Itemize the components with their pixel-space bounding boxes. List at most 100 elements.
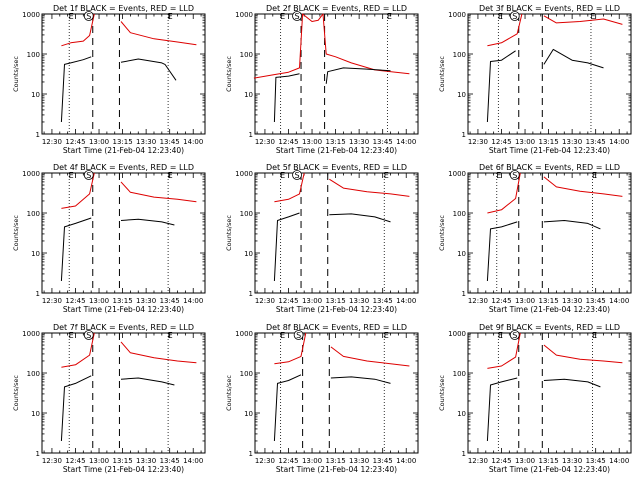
x-tick-label: 13:15 xyxy=(325,297,345,305)
plot-frame xyxy=(41,332,206,454)
x-tick-label: 13:15 xyxy=(538,297,558,305)
x-tick-label: 12:30 xyxy=(468,297,488,305)
chart-panel-8: 1 10 100 1000 12:30 12:45 13:00 13:15 13:30 13:45… xyxy=(225,323,419,474)
marker-label: E xyxy=(69,12,74,21)
x-tick-label: 13:00 xyxy=(302,457,322,465)
plot-frame xyxy=(254,332,419,454)
x-tick-label: 13:45 xyxy=(160,297,180,305)
x-tick-label: 13:15 xyxy=(112,457,132,465)
y-tick-label: 10 xyxy=(31,91,40,99)
y-tick-label: 1 xyxy=(249,290,253,298)
lld-series-line xyxy=(61,172,197,209)
plot-frame xyxy=(41,172,206,294)
marker-label: E xyxy=(590,12,595,21)
x-axis-label: Start Time (21-Feb-04 12:23:40) xyxy=(276,146,397,155)
marker-label: E xyxy=(280,171,285,180)
x-tick-label: 12:45 xyxy=(278,457,298,465)
marker-label: S xyxy=(295,171,300,180)
y-tick-label: 1 xyxy=(36,131,40,139)
x-tick-label: 13:30 xyxy=(349,457,369,465)
marker-label: E xyxy=(280,331,285,340)
chart-panel-3: 1 10 100 1000 12:30 12:45 13:00 13:15 13:30 13:45… xyxy=(438,4,632,155)
x-axis-label: Start Time (21-Feb-04 12:23:40) xyxy=(63,146,184,155)
x-tick-label: 14:00 xyxy=(183,297,203,305)
x-tick-label: 13:00 xyxy=(302,138,322,146)
y-tick-label: 1 xyxy=(462,450,466,458)
chart-panel-6: 1 10 100 1000 12:30 12:45 13:00 13:15 13:30 13:45… xyxy=(438,163,632,314)
lld-series-line xyxy=(61,332,197,368)
x-tick-label: 13:45 xyxy=(373,138,393,146)
plot-frame xyxy=(254,13,419,135)
x-tick-label: 13:00 xyxy=(89,457,109,465)
y-tick-label: 10 xyxy=(457,410,466,418)
x-tick-label: 14:00 xyxy=(609,297,629,305)
start-marker-circle xyxy=(509,11,520,21)
chart-panel-4: 1 10 100 1000 12:30 12:45 13:00 13:15 13:30 13:45… xyxy=(12,163,206,314)
lld-series-line xyxy=(487,332,623,369)
y-tick-label: 1000 xyxy=(22,170,40,178)
chart-title: Det 9f BLACK = Events, RED = LLD xyxy=(479,323,620,332)
y-tick-label: 1 xyxy=(36,450,40,458)
x-tick-label: 13:15 xyxy=(112,138,132,146)
x-tick-label: 13:30 xyxy=(562,297,582,305)
y-tick-label: 1000 xyxy=(448,330,466,338)
y-tick-label: 1 xyxy=(462,131,466,139)
y-tick-label: 1 xyxy=(462,290,466,298)
lld-series-line xyxy=(487,172,623,214)
marker-label: E xyxy=(384,331,389,340)
start-marker-circle xyxy=(83,170,94,180)
plot-frame xyxy=(254,172,419,294)
marker-label: E xyxy=(280,12,285,21)
y-tick-label: 10 xyxy=(457,250,466,258)
y-tick-label: 1 xyxy=(36,290,40,298)
x-tick-label: 12:30 xyxy=(255,457,275,465)
y-tick-label: 1000 xyxy=(448,11,466,19)
x-tick-label: 13:00 xyxy=(302,297,322,305)
events-series-line xyxy=(273,67,391,123)
x-tick-label: 13:00 xyxy=(515,297,535,305)
y-tick-label: 1 xyxy=(249,450,253,458)
events-series-line xyxy=(60,375,175,442)
x-tick-label: 13:45 xyxy=(373,457,393,465)
marker-label: E xyxy=(69,331,74,340)
y-tick-label: 100 xyxy=(453,51,466,59)
y-tick-label: 1000 xyxy=(235,11,253,19)
x-tick-label: 12:30 xyxy=(468,457,488,465)
marker-label: S xyxy=(86,331,91,340)
marker-label: S xyxy=(512,171,517,180)
x-tick-label: 13:00 xyxy=(89,138,109,146)
x-tick-label: 13:45 xyxy=(373,297,393,305)
x-axis-label: Start Time (21-Feb-04 12:23:40) xyxy=(276,465,397,474)
x-axis-label: Start Time (21-Feb-04 12:23:40) xyxy=(63,305,184,314)
x-axis-label: Start Time (21-Feb-04 12:23:40) xyxy=(63,465,184,474)
y-axis-label: Counts/sec xyxy=(438,56,446,92)
chart-panel-5: 1 10 100 1000 12:30 12:45 13:00 13:15 13:30 13:45… xyxy=(225,163,419,314)
x-tick-label: 12:30 xyxy=(468,138,488,146)
marker-label: S xyxy=(296,331,301,340)
marker-label: S xyxy=(512,331,517,340)
x-tick-label: 12:30 xyxy=(42,138,62,146)
x-tick-label: 13:30 xyxy=(136,297,156,305)
y-axis-label: Counts/sec xyxy=(438,375,446,411)
y-tick-label: 100 xyxy=(240,210,253,218)
x-tick-label: 13:00 xyxy=(515,457,535,465)
lld-series-line xyxy=(61,13,197,47)
start-marker-circle xyxy=(83,11,94,21)
y-axis-label: Counts/sec xyxy=(12,215,20,251)
chart-title: Det 5f BLACK = Events, RED = LLD xyxy=(266,163,407,172)
lld-series-line xyxy=(253,13,410,79)
x-tick-label: 12:30 xyxy=(42,297,62,305)
y-axis-label: Counts/sec xyxy=(12,375,20,411)
y-tick-label: 1000 xyxy=(235,170,253,178)
x-axis-label: Start Time (21-Feb-04 12:23:40) xyxy=(276,305,397,314)
y-tick-label: 100 xyxy=(27,370,40,378)
start-marker-circle xyxy=(292,11,302,21)
x-tick-label: 12:45 xyxy=(491,457,511,465)
x-tick-label: 13:15 xyxy=(538,457,558,465)
x-axis-label: Start Time (21-Feb-04 12:23:40) xyxy=(489,305,610,314)
events-series-line xyxy=(60,56,177,123)
x-tick-label: 14:00 xyxy=(183,138,203,146)
marker-label: E xyxy=(387,12,392,21)
lld-series-line xyxy=(487,13,623,47)
x-tick-label: 13:15 xyxy=(538,138,558,146)
